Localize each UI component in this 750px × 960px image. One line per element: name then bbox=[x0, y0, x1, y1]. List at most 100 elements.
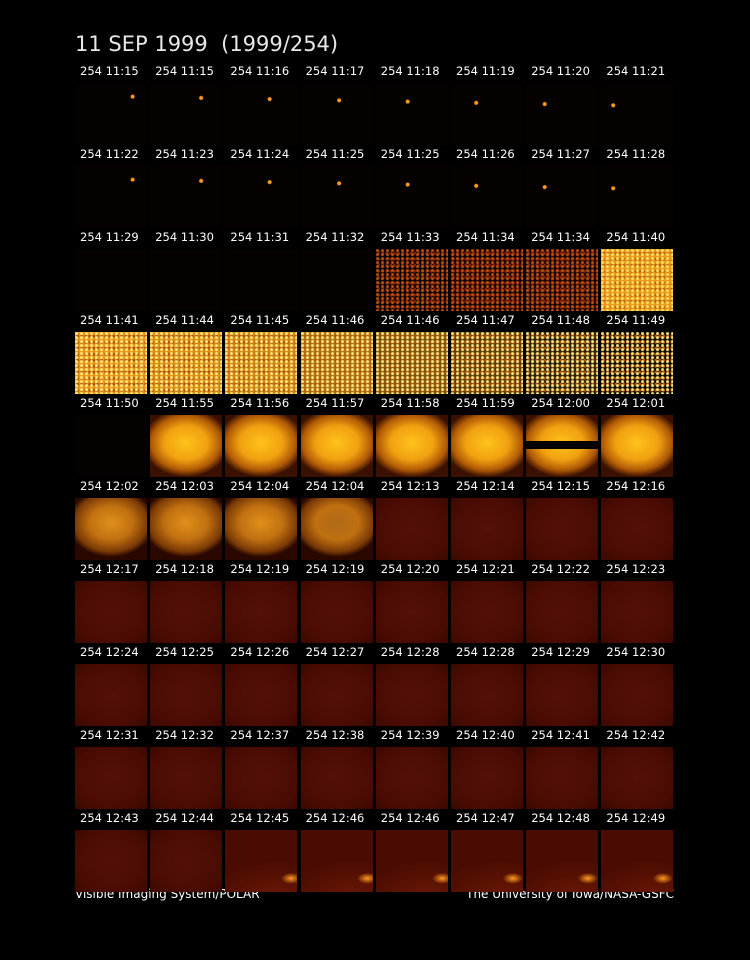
frame-label: 254 11:45 bbox=[230, 313, 290, 327]
frame-label: 254 12:41 bbox=[531, 728, 590, 742]
frame-label: 254 11:16 bbox=[230, 64, 290, 78]
frame-image bbox=[150, 415, 223, 477]
frame-image bbox=[601, 332, 674, 394]
frame-image bbox=[75, 498, 147, 560]
frame-label: 254 12:21 bbox=[456, 562, 515, 576]
frame-label: 254 12:28 bbox=[456, 645, 515, 659]
frame-label: 254 11:32 bbox=[305, 230, 365, 244]
frame-image bbox=[601, 415, 674, 477]
frame-image bbox=[375, 415, 448, 477]
frame-image bbox=[375, 83, 448, 145]
frame-image bbox=[225, 83, 298, 145]
frame-label: 254 12:24 bbox=[80, 645, 139, 659]
frame-label: 254 12:38 bbox=[305, 728, 365, 742]
frame-label: 254 11:25 bbox=[305, 147, 365, 161]
frame-image bbox=[526, 332, 599, 394]
frame-label: 254 11:48 bbox=[531, 313, 590, 327]
frame-image bbox=[375, 498, 448, 560]
frame-image bbox=[451, 166, 523, 228]
frame-label: 254 12:40 bbox=[456, 728, 515, 742]
frame-image bbox=[75, 83, 147, 145]
frame-label: 254 12:14 bbox=[456, 479, 515, 493]
frame-image bbox=[300, 249, 373, 311]
frame-image bbox=[601, 249, 674, 311]
frame-image bbox=[526, 166, 599, 228]
frame-image bbox=[150, 581, 223, 643]
frame-image bbox=[375, 664, 448, 726]
frame-image bbox=[526, 415, 599, 477]
frame-label: 254 11:40 bbox=[606, 230, 666, 244]
frame-image bbox=[300, 415, 373, 477]
frame-label: 254 11:46 bbox=[305, 313, 365, 327]
frame-label: 254 12:01 bbox=[606, 396, 666, 410]
frame-label: 254 11:58 bbox=[380, 396, 440, 410]
frame-image bbox=[150, 332, 223, 394]
frame-label: 254 12:49 bbox=[606, 811, 666, 825]
frame-image bbox=[526, 498, 599, 560]
frame-label: 254 12:27 bbox=[305, 645, 365, 659]
frame-image bbox=[526, 664, 599, 726]
frame-label: 254 11:28 bbox=[606, 147, 666, 161]
frame-label: 254 11:21 bbox=[606, 64, 666, 78]
frame-image bbox=[375, 332, 448, 394]
frame-image bbox=[225, 415, 298, 477]
frame-label: 254 11:44 bbox=[155, 313, 214, 327]
frame-image bbox=[375, 747, 448, 809]
frame-label: 254 12:47 bbox=[456, 811, 515, 825]
frame-label: 254 11:15 bbox=[80, 64, 139, 78]
frame-label: 254 11:55 bbox=[155, 396, 214, 410]
frame-label: 254 12:25 bbox=[155, 645, 214, 659]
frame-image bbox=[150, 83, 223, 145]
frame-label: 254 12:04 bbox=[230, 479, 290, 493]
frame-image bbox=[601, 166, 674, 228]
frame-image bbox=[150, 830, 223, 892]
frame-image bbox=[375, 249, 448, 311]
frame-image bbox=[300, 498, 373, 560]
frame-image bbox=[526, 581, 599, 643]
frame-image bbox=[150, 249, 223, 311]
frame-label: 254 12:31 bbox=[80, 728, 139, 742]
frame-label: 254 11:33 bbox=[380, 230, 440, 244]
frame-label: 254 12:32 bbox=[155, 728, 214, 742]
frame-image bbox=[375, 581, 448, 643]
frame-image bbox=[451, 830, 523, 892]
frame-label: 254 12:26 bbox=[230, 645, 290, 659]
frame-image bbox=[75, 166, 147, 228]
frame-label: 254 12:44 bbox=[155, 811, 214, 825]
frame-image bbox=[225, 166, 298, 228]
frame-label: 254 11:49 bbox=[606, 313, 666, 327]
frame-image bbox=[451, 498, 523, 560]
frame-label: 254 11:41 bbox=[80, 313, 139, 327]
frame-image bbox=[375, 166, 448, 228]
frame-image bbox=[601, 664, 674, 726]
frame-image bbox=[300, 830, 373, 892]
frame-label: 254 12:02 bbox=[80, 479, 139, 493]
frame-image bbox=[75, 415, 147, 477]
frame-image bbox=[601, 498, 674, 560]
frame-image bbox=[150, 747, 223, 809]
frame-image bbox=[225, 249, 298, 311]
frame-image bbox=[225, 830, 298, 892]
frame-image bbox=[300, 332, 373, 394]
frame-image bbox=[75, 249, 147, 311]
frame-label: 254 11:27 bbox=[531, 147, 590, 161]
frame-image bbox=[451, 747, 523, 809]
frame-label: 254 12:46 bbox=[380, 811, 440, 825]
frame-image bbox=[75, 581, 147, 643]
frame-image bbox=[150, 664, 223, 726]
frame-image bbox=[150, 166, 223, 228]
frame-label: 254 11:25 bbox=[380, 147, 440, 161]
frame-label: 254 12:48 bbox=[531, 811, 590, 825]
frame-label: 254 11:18 bbox=[380, 64, 440, 78]
frame-label: 254 12:20 bbox=[380, 562, 440, 576]
frame-label: 254 12:43 bbox=[80, 811, 139, 825]
frame-label: 254 12:19 bbox=[305, 562, 365, 576]
frame-label: 254 11:50 bbox=[80, 396, 139, 410]
frame-label: 254 11:20 bbox=[531, 64, 590, 78]
frame-label: 254 11:23 bbox=[155, 147, 214, 161]
frame-label: 254 12:19 bbox=[230, 562, 290, 576]
frame-image bbox=[75, 664, 147, 726]
frame-label: 254 12:30 bbox=[606, 645, 666, 659]
frame-image bbox=[300, 581, 373, 643]
